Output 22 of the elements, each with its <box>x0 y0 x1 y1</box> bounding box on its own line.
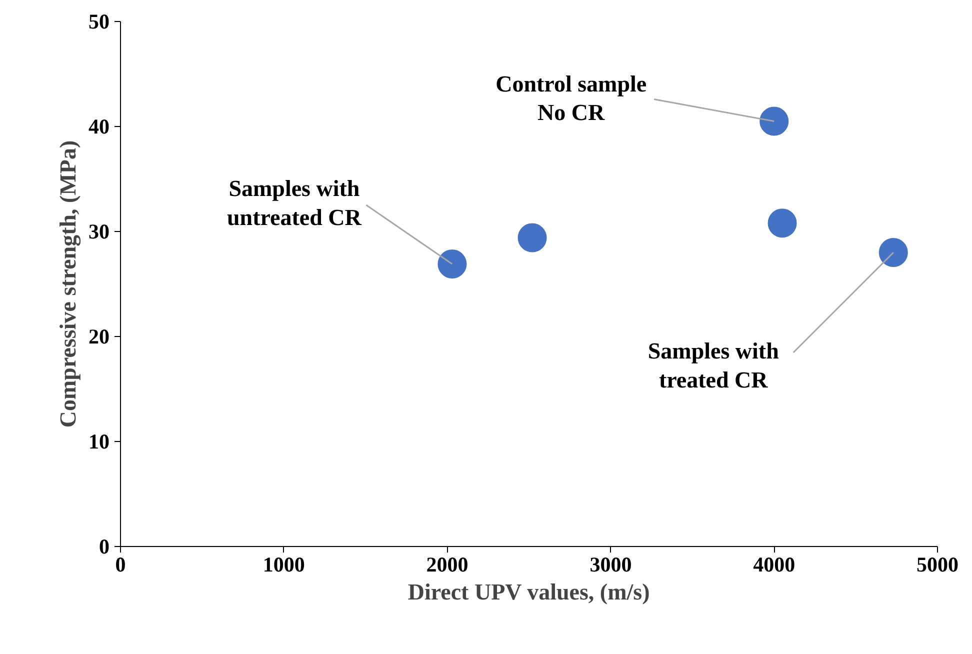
y-tick-label: 0 <box>99 534 110 558</box>
y-axis-title: Compressive strength, (MPa) <box>56 140 82 428</box>
y-tick-label: 50 <box>88 10 110 34</box>
point <box>760 106 789 136</box>
x-tick-label: 0 <box>115 552 126 576</box>
y-tick-label: 20 <box>88 324 110 348</box>
point <box>878 238 908 267</box>
point <box>518 223 547 252</box>
y-tick-label: 40 <box>88 114 110 138</box>
x-tick-label: 2000 <box>426 552 468 576</box>
x-tick-label: 1000 <box>262 552 305 576</box>
annotation: Control sample No CR <box>496 71 647 126</box>
y-tick-label: 30 <box>88 220 110 244</box>
y-tick-label: 10 <box>88 430 110 454</box>
x-tick-label: 4000 <box>753 552 796 576</box>
point <box>768 208 797 238</box>
annotation: Samples with treated CR <box>648 338 780 392</box>
x-axis-title: Direct UPV values, (m/s) <box>408 580 650 604</box>
x-tick-label: 3000 <box>590 552 632 576</box>
point <box>438 250 467 279</box>
x-tick-label: 5000 <box>916 552 958 576</box>
annotation: Samples with untreated CR <box>227 176 362 230</box>
